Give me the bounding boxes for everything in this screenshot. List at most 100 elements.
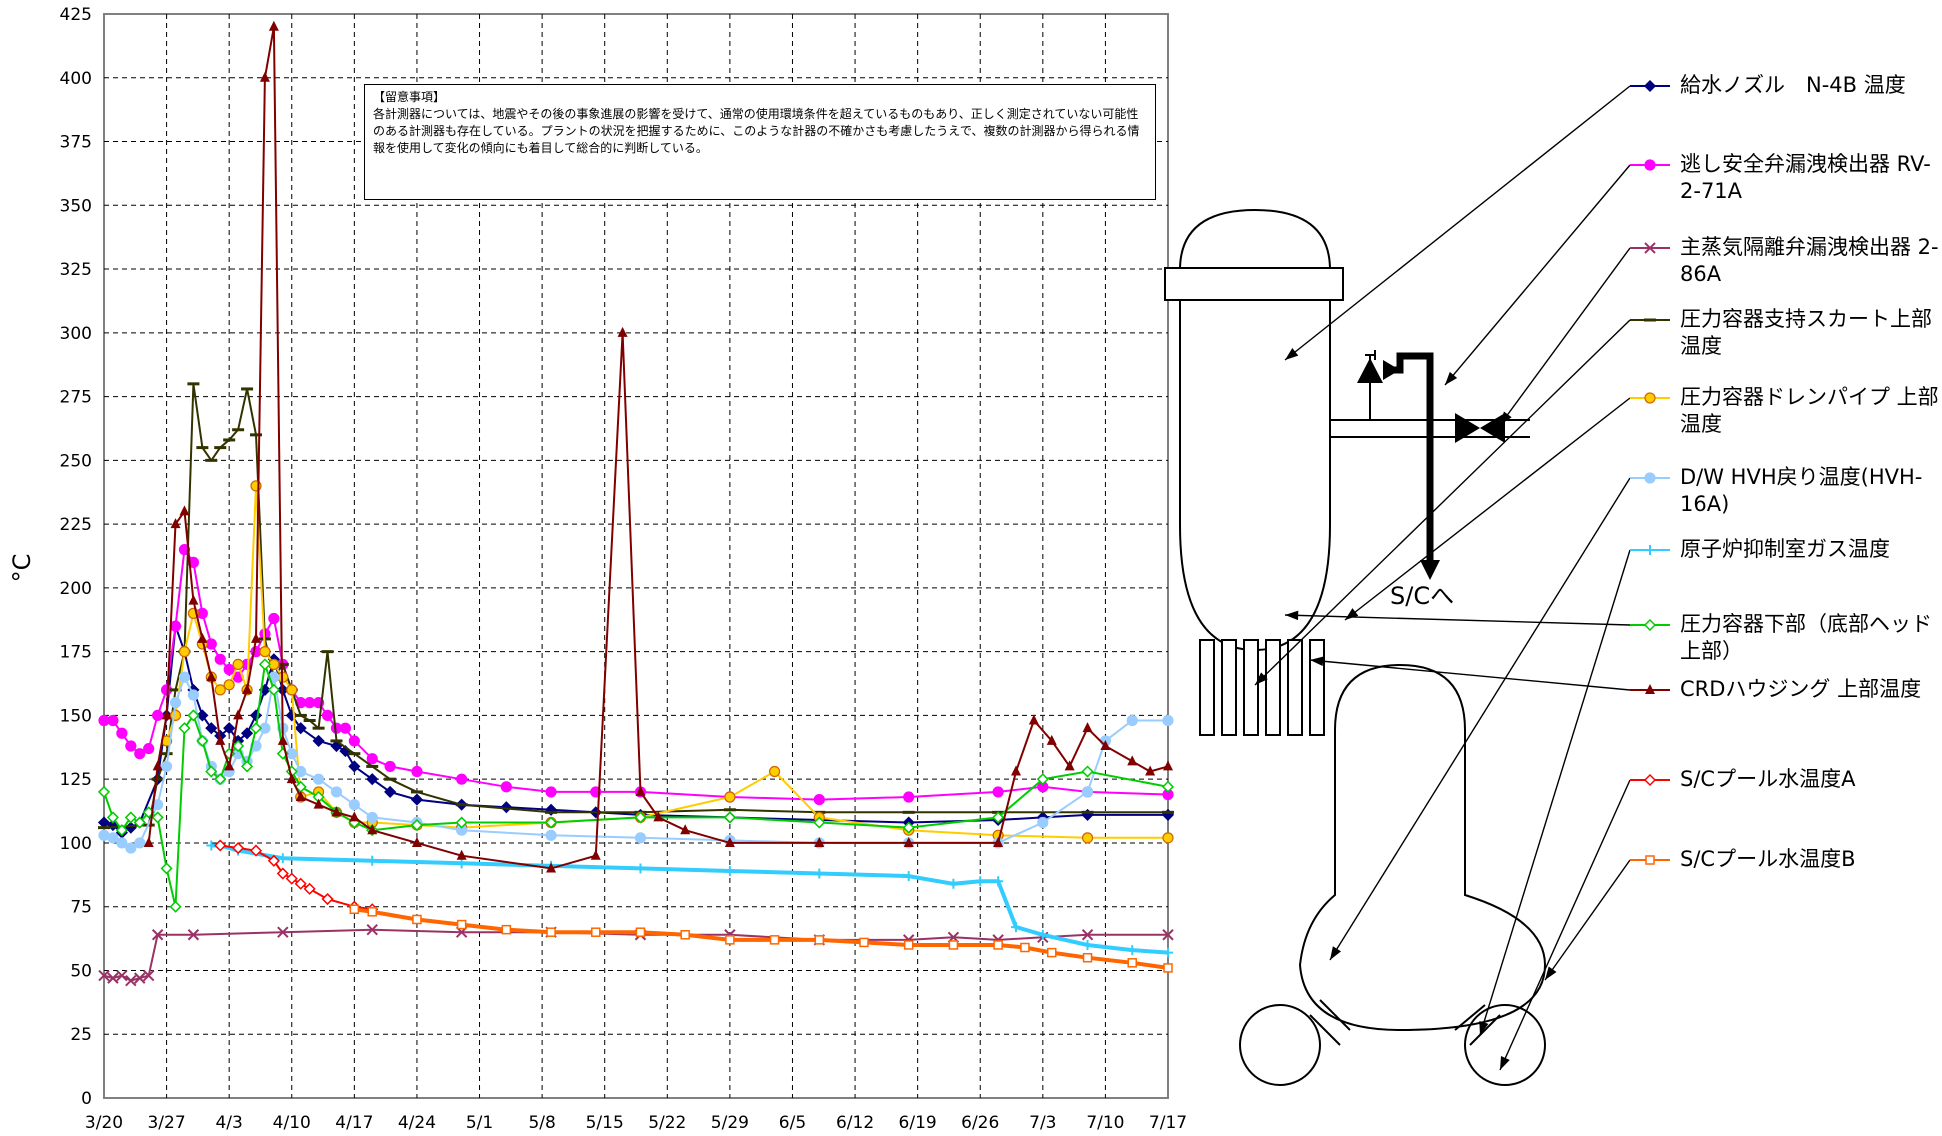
data-point [178,646,191,658]
data-point [321,709,334,722]
data-point [384,785,397,798]
data-point [152,760,163,771]
legend-entry: 主蒸気隔離弁漏洩検出器 2-86A [1680,235,1939,286]
data-point [1644,242,1656,254]
x-tick-label: 5/22 [648,1113,686,1132]
data-point [205,722,218,735]
data-point [215,734,226,745]
plot-area [103,13,1169,1099]
data-point [1644,392,1656,404]
legend-entry: D/W HVH戻り温度(HVH-16A) [1680,465,1923,516]
data-point [1047,947,1057,958]
pointer-line [1544,859,1631,981]
data-point [303,882,316,895]
x-tick-label: 7/17 [1149,1113,1187,1132]
data-point [1082,952,1093,963]
legend-entry: 圧力容器下部（底部ヘッド上部） [1680,612,1932,663]
x-tick-label: 6/26 [961,1113,999,1132]
y-tick-label: 200 [60,579,92,599]
data-point [993,876,1004,887]
data-point [680,930,690,940]
data-point [251,632,261,643]
data-point [1126,714,1138,727]
data-point [1046,734,1057,745]
data-point [187,709,200,722]
data-point [348,735,360,747]
suppression-chamber-right [1464,1004,1546,1086]
y-tick-label: 250 [60,451,92,471]
data-point [321,892,334,906]
data-point [367,855,378,866]
y-tick-label: 325 [60,260,92,280]
data-point [106,811,120,824]
vent-pipes [1309,999,1501,1046]
data-point [590,849,601,860]
data-point [125,740,137,752]
data-point [179,505,190,516]
data-point [214,773,227,786]
data-point [115,824,128,837]
data-point [544,816,558,829]
data-point [769,935,780,945]
data-point [500,781,512,793]
data-point [151,929,164,941]
data-point [366,753,378,765]
data-point [993,940,1003,950]
series-line [103,928,1168,982]
data-point [455,816,468,829]
data-point [545,829,557,841]
data-point [412,914,422,925]
data-point [1645,684,1655,694]
crd-housing [1309,639,1325,736]
data-point [903,871,914,882]
containment-vessel [1298,663,1547,1032]
data-point [134,748,146,760]
data-point [680,824,691,835]
legend-entry: 逃し安全弁漏洩検出器 RV-2-71A [1680,152,1931,203]
x-tick-label: 4/10 [273,1113,311,1132]
y-tick-label: 350 [60,196,92,216]
series-6 [206,840,1173,958]
data-point [634,832,647,844]
data-point [295,791,306,802]
pointer-arrowhead [1445,371,1458,385]
isolation-valve-icon [1455,413,1505,443]
pointer-line [1499,247,1631,426]
pointer-arrowhead [1285,348,1299,360]
data-point [903,940,914,950]
data-point [223,663,235,676]
data-point [1162,832,1174,844]
data-point [187,929,200,941]
data-point [151,811,164,824]
series-line [103,674,1168,850]
data-point [544,803,558,816]
data-point [635,863,646,874]
crd-housing [1221,639,1237,736]
legend-entry: 原子炉抑制室ガス温度 [1680,537,1890,561]
data-point [349,811,360,822]
data-point [410,793,424,806]
data-point [1082,939,1093,950]
data-point [724,836,735,847]
data-point [178,671,191,683]
legend-layer [1630,79,1670,865]
data-point [107,972,119,984]
data-point [456,919,467,930]
data-point [366,923,378,936]
data-point [546,927,556,937]
data-point [196,709,209,722]
data-point [768,765,781,778]
data-point [143,836,154,847]
data-point [169,709,182,722]
data-point [125,974,137,987]
data-point [348,799,360,811]
y-tick-label: 0 [81,1089,92,1109]
data-point [724,865,735,876]
crd-housing [1199,639,1215,736]
y-tick-label: 50 [70,961,92,981]
y-tick-label: 375 [60,133,92,153]
caution-note-text: 各計測器については、地震やその後の事象進展の影響を受けて、通常の使用環境条件を超… [373,107,1140,155]
data-point [268,20,279,31]
pointer-arrowhead [1255,672,1268,685]
pointer-line [1309,659,1631,691]
